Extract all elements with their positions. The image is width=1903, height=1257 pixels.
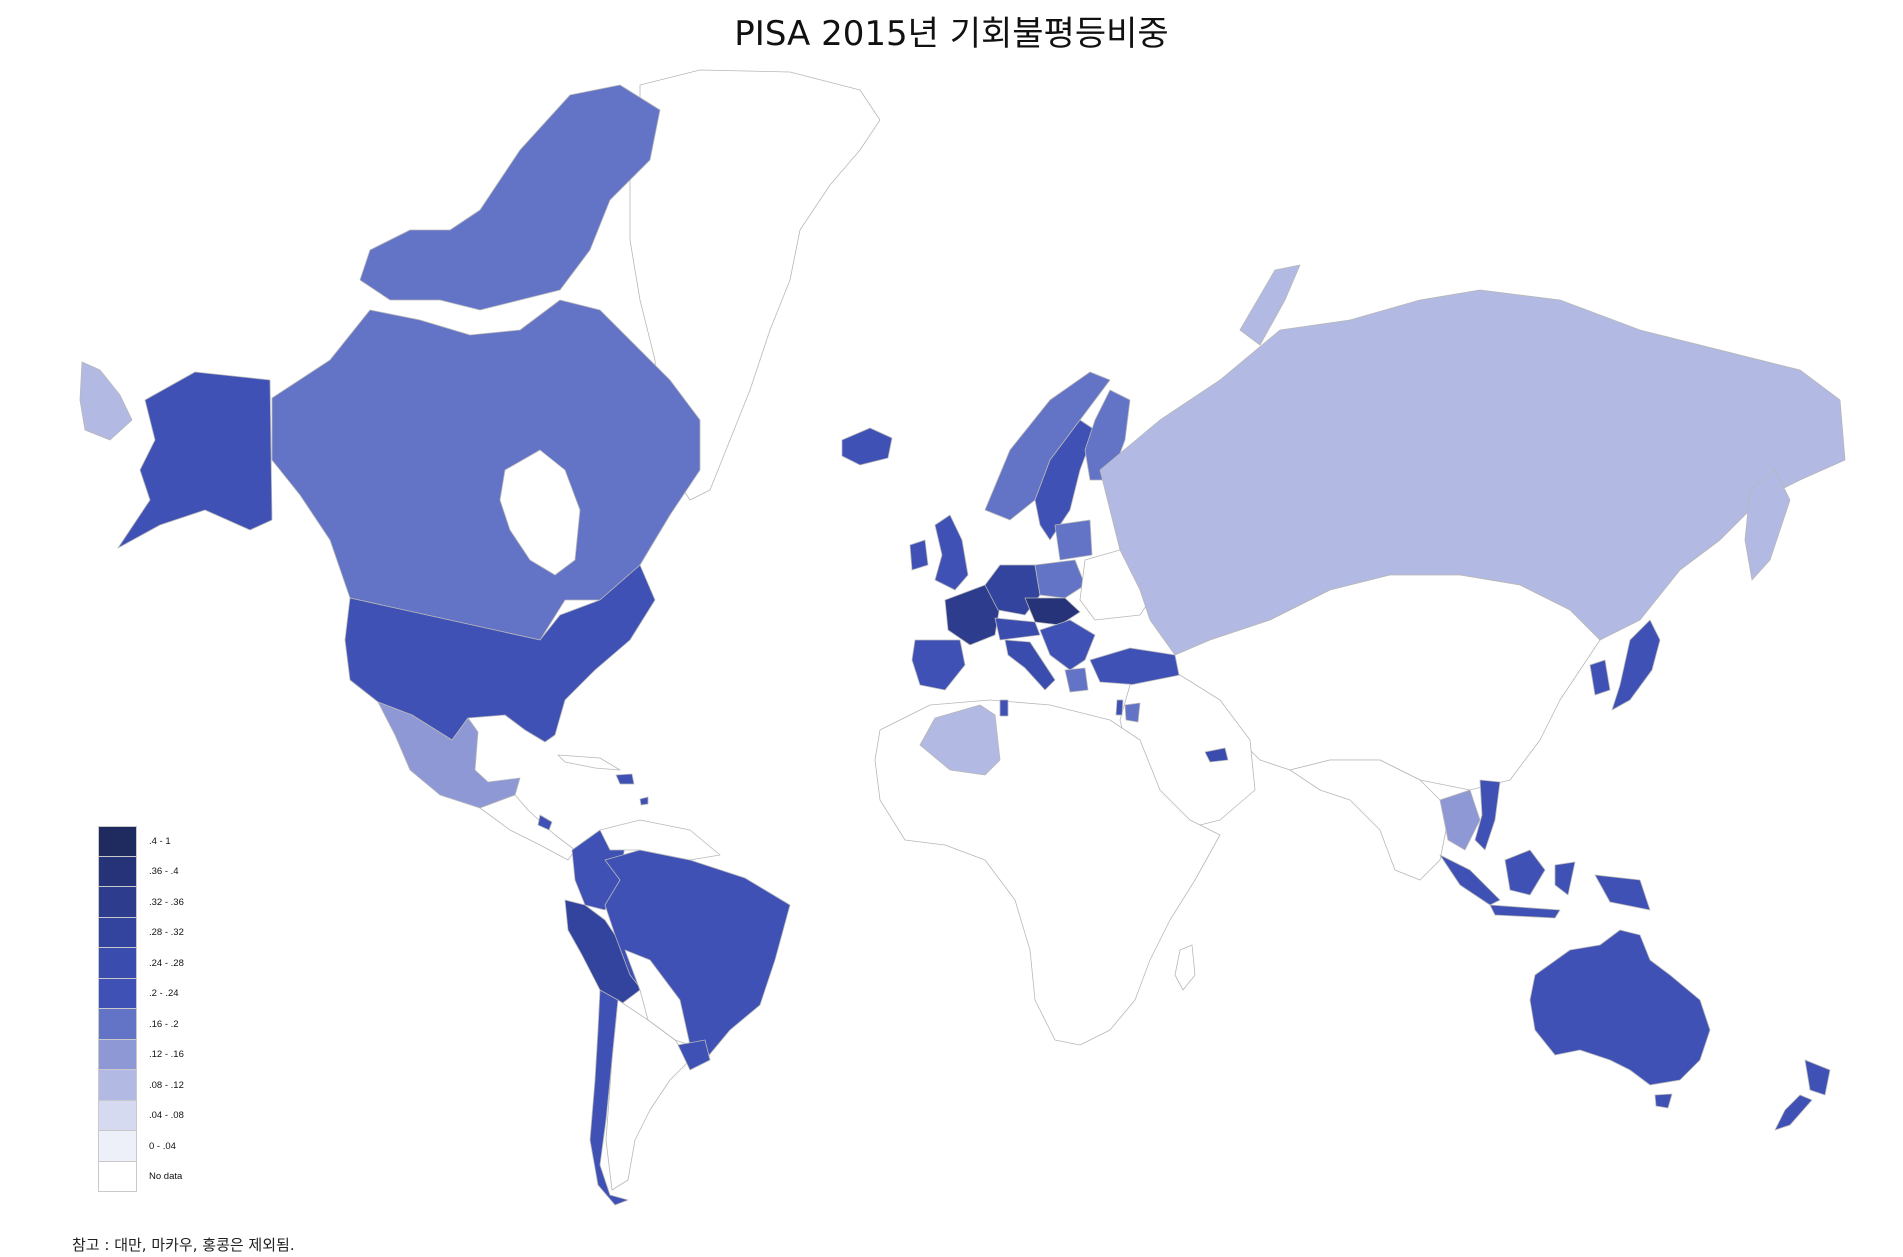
legend-item: .08 - .12: [98, 1070, 238, 1101]
region-indonesia-sulawesi: [1554, 861, 1576, 896]
legend-label: .24 - .28: [149, 957, 184, 969]
region-sweden: [1034, 419, 1096, 541]
legend-swatch: [98, 1070, 137, 1101]
legend-swatch: [98, 948, 137, 979]
region-greenland: [629, 69, 881, 501]
legend-item: No data: [98, 1161, 238, 1192]
region-korea: [1589, 659, 1611, 696]
map-legend: .4 - 1 .36 - .4 .32 - .36 .28 - .32 .24 - .2…: [98, 826, 238, 1192]
region-algeria: [919, 704, 1001, 776]
region-greece: [1064, 667, 1089, 693]
region-africa: [874, 699, 1221, 1046]
region-norway: [984, 371, 1111, 521]
region-vietnam: [1474, 779, 1501, 851]
region-indonesia-borneo: [1504, 849, 1546, 896]
region-italy: [1004, 639, 1056, 691]
region-hudson-bay: [499, 449, 581, 576]
region-cuba: [557, 754, 621, 771]
region-canada: [271, 299, 701, 641]
region-aleutians: [79, 361, 133, 441]
region-israel: [1115, 699, 1124, 716]
region-argentina: [605, 999, 691, 1191]
region-mexico: [377, 701, 521, 809]
map-title: PISA 2015년 기회불평등비중: [734, 14, 1169, 54]
legend-swatch: [98, 826, 137, 857]
region-central-europe: [1024, 597, 1081, 626]
region-australia: [1529, 929, 1711, 1086]
region-tasmania: [1654, 1093, 1673, 1109]
region-indonesia-sumatra: [1439, 854, 1501, 906]
region-south-asia: [1289, 759, 1451, 881]
region-alaska: [117, 371, 273, 549]
region-bolivia: [624, 949, 691, 1046]
legend-swatch: [98, 1009, 137, 1040]
region-canada-arctic: [359, 84, 661, 311]
region-costa-rica: [537, 814, 553, 831]
legend-label: No data: [149, 1171, 183, 1183]
region-new-zealand-north: [1804, 1059, 1831, 1096]
legend-label: .28 - .32: [149, 927, 184, 939]
legend-label: .04 - .08: [149, 1110, 184, 1122]
legend-label: .32 - .36: [149, 896, 184, 908]
legend-label: .08 - .12: [149, 1079, 184, 1091]
region-jordan: [1124, 702, 1141, 723]
legend-swatch: [98, 856, 137, 887]
legend-item: .12 - .16: [98, 1039, 238, 1070]
region-thailand: [1439, 789, 1481, 851]
region-novaya-zemlya: [1239, 264, 1301, 346]
legend-swatch: [98, 1100, 137, 1131]
legend-swatch: [98, 887, 137, 918]
region-japan: [1611, 619, 1661, 711]
region-venezuela: [599, 819, 721, 861]
legend-swatch: [98, 978, 137, 1009]
legend-item: .28 - .32: [98, 917, 238, 948]
region-central-america: [479, 794, 576, 861]
legend-item: .2 - .24: [98, 978, 238, 1009]
region-baltics: [1054, 519, 1093, 561]
legend-label: .16 - .2: [149, 1018, 179, 1030]
region-iceland: [841, 427, 893, 466]
region-indonesia-java: [1489, 904, 1561, 919]
region-new-zealand-south: [1774, 1094, 1813, 1131]
legend-swatch: [98, 917, 137, 948]
legend-item: .24 - .28: [98, 948, 238, 979]
legend-item: .4 - 1: [98, 826, 238, 857]
region-kamchatka: [1744, 469, 1791, 581]
legend-label: .4 - 1: [149, 835, 171, 847]
region-trinidad: [639, 796, 649, 806]
region-indonesia-papua: [1594, 874, 1651, 911]
region-madagascar: [1174, 944, 1196, 991]
legend-label: .12 - .16: [149, 1049, 184, 1061]
region-uruguay: [677, 1039, 711, 1071]
region-spain: [911, 639, 966, 691]
region-ireland: [909, 539, 929, 571]
legend-swatch: [98, 1161, 137, 1192]
region-tunisia: [999, 699, 1009, 717]
legend-swatch: [98, 1039, 137, 1070]
region-dominican-republic: [615, 773, 635, 785]
region-uae: [1204, 747, 1229, 763]
region-peru: [564, 899, 641, 1006]
region-balkans: [1039, 619, 1096, 671]
legend-swatch: [98, 1131, 137, 1162]
legend-item: .16 - .2: [98, 1009, 238, 1040]
region-poland: [1034, 559, 1086, 599]
legend-label: 0 - .04: [149, 1140, 176, 1152]
legend-label: .2 - .24: [149, 988, 179, 1000]
footnote: 참고 : 대만, 마카우, 홍콩은 제외됨.: [72, 1236, 295, 1254]
region-uk: [934, 514, 969, 591]
legend-item: 0 - .04: [98, 1131, 238, 1162]
legend-item: .04 - .08: [98, 1100, 238, 1131]
region-alps: [994, 617, 1041, 641]
legend-item: .32 - .36: [98, 887, 238, 918]
legend-item: .36 - .4: [98, 856, 238, 887]
legend-label: .36 - .4: [149, 866, 179, 878]
